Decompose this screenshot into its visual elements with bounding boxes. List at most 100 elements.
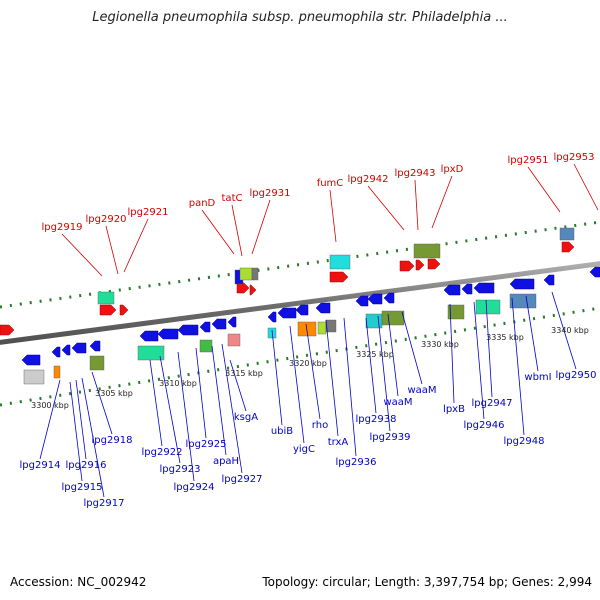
label-leaders	[39, 163, 599, 498]
forward-label-leader	[431, 175, 453, 229]
gene-box	[199, 339, 213, 353]
forward-gene-arrow	[329, 271, 349, 283]
reverse-gene-arrow	[177, 324, 199, 336]
forward-gene-arrow	[427, 258, 441, 270]
reverse-label-leader	[551, 291, 577, 370]
forward-label-leader	[573, 163, 599, 211]
gene-box	[447, 304, 465, 320]
forward-label-leader	[231, 204, 243, 257]
reverse-gene-label: lpg2923	[160, 464, 201, 475]
gene-box	[559, 227, 575, 241]
reverse-label-leader	[271, 329, 283, 426]
reverse-gene-label: lpg2925	[186, 439, 227, 450]
reverse-gene-arrow	[71, 342, 87, 354]
reverse-gene-label: ubiB	[271, 426, 293, 437]
accession-text: Accession: NC_002942	[10, 575, 147, 589]
reverse-label-leader	[81, 377, 105, 498]
reverse-gene-label: lpg2918	[92, 435, 133, 446]
reverse-gene-arrow	[509, 278, 535, 290]
reverse-label-leader	[343, 317, 357, 457]
forward-gene-label: lpg2919	[42, 222, 83, 233]
kbp-ticks: 3300 kbp 3305 kbp 3310 kbp 3315 kbp 3320 kbp…	[31, 326, 589, 410]
kbp-tick-label: 3300 kbp	[31, 401, 69, 410]
reverse-label-leader	[211, 345, 227, 456]
reverse-gene-arrow	[157, 328, 179, 340]
feature-track	[0, 227, 600, 385]
forward-gene-label: lpg2920	[86, 214, 127, 225]
gene-box	[227, 333, 241, 347]
reverse-label-leader	[365, 317, 377, 414]
forward-label-leader	[527, 166, 561, 213]
reverse-gene-arrow	[61, 344, 71, 356]
forward-gene-label: lpg2953	[554, 152, 595, 163]
reverse-label-leader	[229, 359, 247, 412]
reverse-gene-label: lpg2939	[370, 432, 411, 443]
gene-box	[413, 243, 441, 259]
gene-box	[89, 355, 105, 371]
reverse-gene-label: lpg2950	[556, 370, 597, 381]
forward-gene-arrow	[415, 259, 425, 271]
reverse-gene-label: lpg2915	[62, 482, 103, 493]
forward-gene-arrow	[249, 284, 257, 296]
gene-box	[381, 310, 405, 326]
forward-gene-arrow	[236, 282, 250, 294]
reverse-gene-arrow	[367, 293, 383, 305]
reverse-gene-arrow	[89, 340, 101, 352]
reverse-label-leader	[525, 295, 539, 372]
reverse-gene-label: lpg2917	[84, 498, 125, 509]
reverse-gene-arrow	[199, 321, 211, 333]
reverse-label-leader	[149, 359, 163, 447]
reverse-label-leader	[91, 371, 113, 435]
reverse-gene-arrow	[51, 346, 61, 358]
kbp-tick-label: 3330 kbp	[421, 340, 459, 349]
rna-feature-box	[97, 291, 115, 305]
reverse-gene-label: lpg2924	[174, 482, 215, 493]
reverse-label-leader	[485, 299, 493, 398]
forward-gene-arrow	[0, 324, 15, 336]
kbp-tick-label: 3315 kbp	[225, 369, 263, 378]
reverse-label-leader	[387, 313, 399, 397]
reverse-gene-label: wbmI	[524, 372, 551, 383]
forward-gene-label: lpg2921	[128, 207, 169, 218]
reverse-gene-arrow	[267, 311, 277, 323]
reverse-gene-label: yigC	[293, 444, 315, 455]
reverse-gene-label: waaM	[407, 385, 436, 396]
reverse-label-leader	[289, 325, 305, 444]
reverse-gene-label: lpg2938	[356, 414, 397, 425]
reverse-gene-label: lpg2936	[336, 457, 377, 468]
forward-gene-label: lpg2943	[395, 168, 436, 179]
reverse-gene-label: lpg2927	[222, 474, 263, 485]
reverse-gene-label: apaH	[213, 456, 239, 467]
kbp-tick-label: 3310 kbp	[159, 379, 197, 388]
reverse-gene-arrow	[473, 282, 495, 294]
forward-gene-arrow	[399, 260, 415, 272]
reverse-label-leader	[195, 347, 207, 439]
reverse-gene-label: lpxB	[443, 404, 465, 415]
reverse-gene-label: lpg2948	[504, 436, 545, 447]
reverse-gene-arrow	[315, 302, 331, 314]
reverse-gene-label: waaM	[383, 397, 412, 408]
reverse-gene-arrow	[21, 354, 41, 366]
gene-box	[325, 319, 337, 333]
forward-label-leader	[123, 218, 149, 273]
gene-box	[239, 267, 253, 281]
reverse-label-leader	[449, 303, 455, 404]
reverse-label-leader	[69, 381, 83, 482]
reverse-label-leader	[377, 315, 391, 432]
forward-gene-label: lpg2931	[250, 188, 291, 199]
gene-box	[365, 313, 383, 329]
reverse-gene-arrow	[227, 316, 237, 328]
genome-summary-text: Topology: circular; Length: 3,397,754 bp…	[262, 575, 592, 589]
reverse-gene-label: rho	[312, 420, 328, 431]
reverse-label-leader	[221, 343, 243, 474]
reverse-label-leader	[39, 379, 61, 460]
reverse-label-leader	[159, 355, 181, 464]
gene-box	[53, 365, 61, 379]
reverse-gene-arrow	[461, 283, 473, 295]
reverse-label-leader	[511, 297, 525, 436]
reverse-gene-label: lpg2922	[142, 447, 183, 458]
forward-gene-label: lpg2951	[508, 155, 549, 166]
forward-gene-arrow	[99, 304, 117, 316]
